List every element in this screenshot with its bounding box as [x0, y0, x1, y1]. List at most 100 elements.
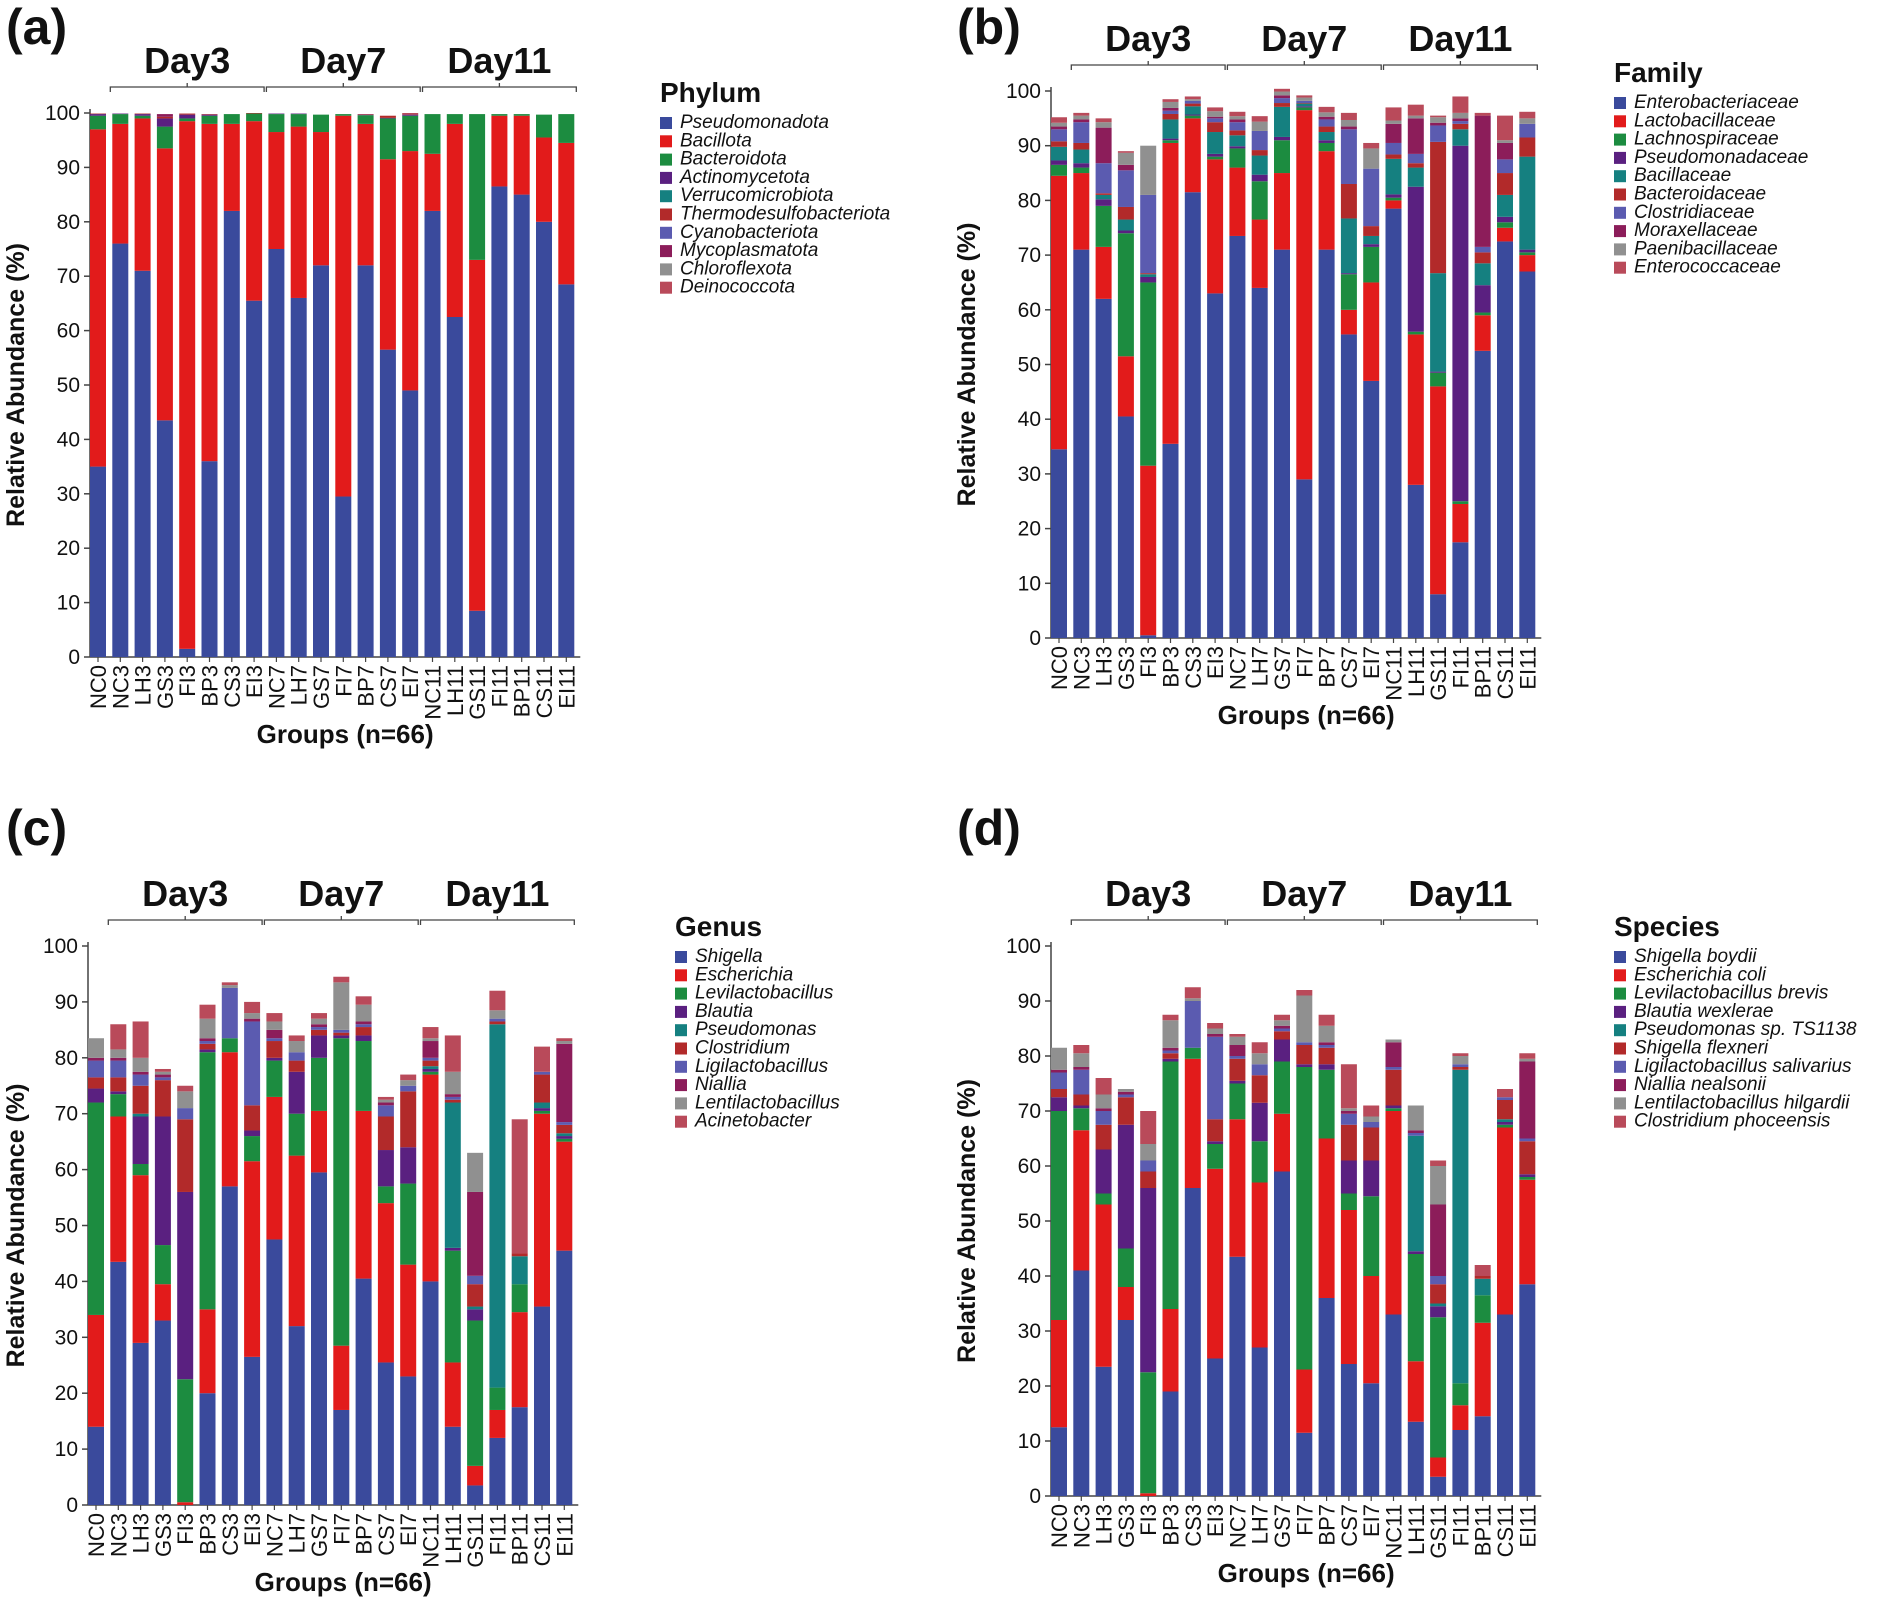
- x-tick-label: CS7: [1337, 646, 1362, 689]
- bar-stack-BP11: [511, 1119, 528, 1505]
- bar-segment: [1184, 192, 1201, 638]
- bar-segment: [1073, 115, 1090, 120]
- bar-segment: [534, 1102, 550, 1109]
- bar-segment: [1207, 107, 1224, 112]
- x-tick-label: EI7: [396, 1513, 421, 1546]
- x-tick-label: EI11: [552, 1513, 577, 1557]
- legend-swatch: [1614, 1024, 1626, 1037]
- bar-segment: [1296, 1432, 1313, 1496]
- bar-segment: [556, 1136, 573, 1139]
- bar-segment: [400, 1080, 417, 1086]
- legend-label: Acinetobacter: [694, 1111, 812, 1132]
- bar-segment: [489, 990, 506, 1011]
- bar-stack-LH3: [132, 1021, 149, 1505]
- bar-segment: [1274, 1028, 1290, 1032]
- bar-segment: [1340, 1364, 1357, 1496]
- bar-segment: [311, 1035, 327, 1058]
- bar-segment: [1363, 1276, 1380, 1384]
- bar-segment: [1519, 1177, 1536, 1180]
- bar-segment: [177, 1085, 194, 1092]
- bar-segment: [1117, 1091, 1134, 1095]
- legend-label: Escherichia: [695, 964, 793, 985]
- day-bracket: [263, 916, 419, 925]
- legend-label: Enterobacteriaceae: [1634, 92, 1799, 113]
- bar-segment: [1340, 119, 1357, 127]
- bar-segment: [1274, 140, 1290, 174]
- bar-segment: [511, 1256, 528, 1285]
- bar-segment: [1318, 1138, 1335, 1298]
- y-tick-label: 70: [55, 1103, 78, 1126]
- bar-segment: [1430, 1276, 1447, 1285]
- bar-segment: [1251, 1053, 1268, 1065]
- day-bracket: [265, 83, 421, 92]
- day-bracket: [1226, 61, 1382, 70]
- x-tick-label: FI7: [1292, 1504, 1317, 1536]
- bar-stack-BP11: [513, 114, 530, 657]
- bar-stack-NC0: [1051, 117, 1067, 638]
- bar-segment: [1251, 174, 1268, 182]
- bar-segment: [355, 1004, 372, 1022]
- bar-segment: [90, 113, 106, 115]
- bar-segment: [1407, 115, 1424, 119]
- bar-segment: [335, 115, 352, 497]
- y-tick-label: 40: [57, 428, 80, 451]
- bar-segment: [467, 1275, 484, 1285]
- bar-segment: [1340, 218, 1357, 274]
- panel-label: (b): [957, 0, 1021, 55]
- day-label: Day11: [1408, 18, 1512, 59]
- bar-segment: [534, 1113, 550, 1307]
- bar-segment: [1519, 1179, 1536, 1285]
- bar-segment: [1340, 1113, 1357, 1125]
- bar-segment: [1452, 129, 1469, 146]
- legend-swatch: [1614, 225, 1626, 238]
- bar-segment: [1229, 235, 1246, 638]
- bar-segment: [266, 1038, 283, 1042]
- bar-segment: [1385, 1111, 1402, 1315]
- bar-stack-FI7: [335, 114, 352, 657]
- bar-segment: [1095, 246, 1112, 299]
- bar-segment: [377, 1203, 394, 1363]
- bar-segment: [402, 114, 419, 116]
- bar-segment: [556, 1141, 573, 1251]
- bar-segment: [1296, 106, 1313, 108]
- bar-segment: [1140, 1171, 1157, 1188]
- x-tick-label: FI11: [487, 665, 512, 707]
- bar-segment: [110, 1057, 127, 1061]
- y-tick-label: 50: [1018, 354, 1041, 377]
- x-tick-label: CS7: [374, 1513, 399, 1556]
- bar-segment: [1363, 1160, 1380, 1197]
- bar-segment: [1073, 1108, 1090, 1131]
- bar-segment: [1140, 1372, 1157, 1494]
- bar-segment: [1095, 1094, 1112, 1109]
- bar-segment: [1162, 1058, 1179, 1062]
- bar-segment: [221, 985, 238, 988]
- x-tick-label: FI11: [485, 1513, 510, 1555]
- bar-stack-LH7: [288, 1035, 305, 1505]
- bar-segment: [1095, 122, 1112, 128]
- legend-swatch: [1614, 1097, 1626, 1110]
- x-axis-title: Groups (n=66): [1218, 700, 1395, 730]
- bar-segment: [1140, 465, 1157, 636]
- x-axis-title: Groups (n=66): [257, 719, 434, 749]
- x-tick-label: GS7: [1270, 646, 1295, 690]
- bar-segment: [489, 1437, 506, 1505]
- bar-segment: [1162, 140, 1179, 143]
- day-bracket: [1382, 916, 1538, 925]
- bar-stack-NC11: [424, 114, 441, 658]
- day-bracket: [1070, 916, 1226, 925]
- bar-segment: [1117, 170, 1134, 207]
- bar-segment: [355, 1041, 372, 1111]
- bar-stack-CS11: [1497, 115, 1513, 639]
- bar-segment: [1296, 103, 1313, 107]
- bar-segment: [221, 982, 238, 986]
- bar-stack-LH3: [1095, 1078, 1112, 1496]
- bar-segment: [199, 1041, 216, 1044]
- x-tick-label: CS7: [376, 665, 401, 708]
- bar-stack-EI7: [402, 113, 419, 657]
- bar-segment: [1140, 1188, 1157, 1373]
- bar-segment: [1318, 1069, 1335, 1139]
- x-tick-label: NC7: [262, 1513, 287, 1557]
- day-label: Day3: [1105, 18, 1191, 59]
- bar-segment: [422, 1027, 439, 1039]
- x-tick-label: FI3: [173, 1513, 198, 1545]
